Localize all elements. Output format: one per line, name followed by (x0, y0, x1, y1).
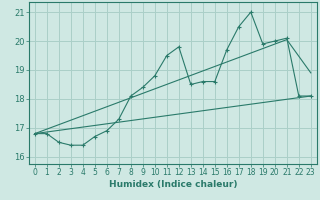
X-axis label: Humidex (Indice chaleur): Humidex (Indice chaleur) (108, 180, 237, 189)
